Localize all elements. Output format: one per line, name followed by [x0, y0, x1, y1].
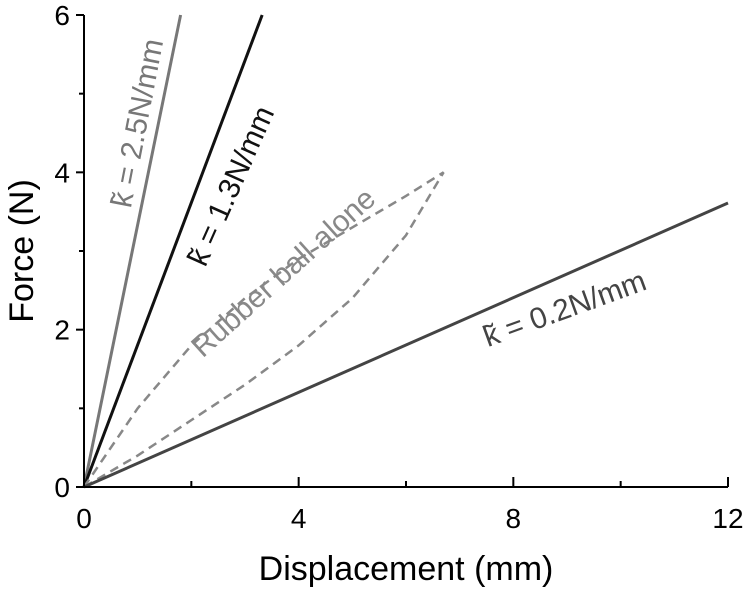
y-tick-label: 6	[54, 0, 70, 31]
y-tick-label: 4	[54, 157, 70, 188]
x-tick-label: 4	[291, 503, 307, 534]
y-axis-label: Force (N)	[3, 179, 41, 323]
x-tick-label: 12	[712, 503, 743, 534]
label-k-2-5: k̃ = 2.5N/mm	[105, 36, 170, 210]
series-line-0	[82, 14, 183, 488]
x-tick-label: 0	[76, 503, 92, 534]
series-line-1	[82, 14, 264, 488]
y-tick-label: 2	[54, 315, 70, 346]
x-tick-label: 8	[506, 503, 522, 534]
x-axis-label: Displacement (mm)	[259, 550, 554, 588]
y-tick-label: 0	[54, 472, 70, 503]
label-k-0-2: k̃ = 0.2N/mm	[479, 264, 651, 353]
series-line-3	[83, 201, 729, 489]
series-line-2	[82, 171, 445, 489]
